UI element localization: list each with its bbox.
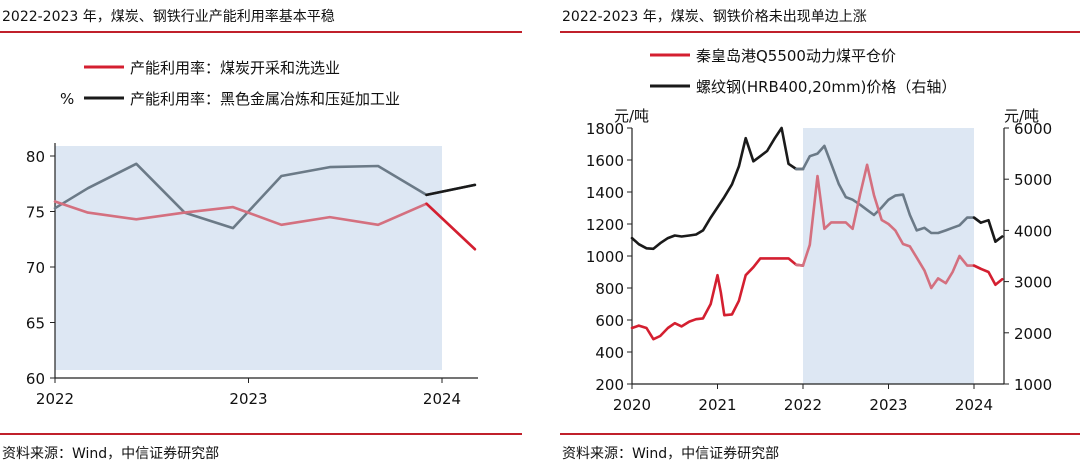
- left-source-rule: [0, 433, 522, 435]
- legend-label-coal-price: 秦皇岛港Q5500动力煤平仓价: [696, 47, 896, 65]
- right-right-y-tick-label: 3000: [1014, 274, 1052, 292]
- left-y-unit: %: [60, 90, 74, 108]
- left-y-tick-label: 65: [26, 315, 45, 333]
- right-left-y-tick-label: 1400: [586, 184, 624, 202]
- right-series-layer: [630, 126, 1004, 341]
- right-left-y-tick-label: 600: [595, 312, 624, 330]
- left-x-tick-label: 2022: [36, 390, 74, 408]
- coal-price-line-segment-0: [630, 257, 805, 341]
- left-title-rule: [0, 31, 522, 33]
- left-y-tick-label: 75: [26, 204, 45, 222]
- right-right-y-tick-label: 4000: [1014, 222, 1052, 240]
- left-legend: 产能利用率：煤炭开采和洗选业 产能利用率：黑色金属冶炼和压延加工业: [84, 59, 400, 108]
- left-chart: 产能利用率：煤炭开采和洗选业 产能利用率：黑色金属冶炼和压延加工业 % 60 65…: [26, 59, 478, 408]
- rebar-price-line-segment-2: [972, 216, 1004, 243]
- right-right-unit: 元/吨: [1004, 107, 1039, 125]
- left-chart-title: 2022-2023 年，煤炭、钢铁行业产能利用率基本平稳: [2, 9, 335, 25]
- right-legend: 秦皇岛港Q5500动力煤平仓价 螺纹钢(HRB400,20mm)价格（右轴）: [650, 47, 956, 96]
- right-right-y-tick-label: 6000: [1014, 120, 1052, 138]
- steel-utilization-line-segment-0: [53, 162, 477, 230]
- right-left-y-tick-label: 1800: [586, 120, 624, 138]
- left-x-tick-label: 2024: [423, 390, 461, 408]
- right-left-y-tick-label: 1000: [586, 248, 624, 266]
- legend-label-rebar-price: 螺纹钢(HRB400,20mm)价格（右轴）: [696, 78, 956, 96]
- right-axes: 200 400 600 800 1000 1200 1400 1600 1800 1000 2000…: [586, 120, 1052, 414]
- right-left-y-tick-label: 400: [595, 344, 624, 362]
- coal-price-line-segment-1: [794, 163, 983, 290]
- right-chart-title: 2022-2023 年，煤炭、钢铁价格未出现单边上涨: [562, 9, 867, 25]
- left-highlight-region: [55, 146, 442, 370]
- left-x-tick-label: 2023: [229, 390, 267, 408]
- right-x-tick-label: 2023: [869, 396, 907, 414]
- coal-utilization-line-segment-0: [53, 200, 477, 251]
- right-left-unit: 元/吨: [614, 107, 649, 125]
- rebar-price-line-segment-1: [794, 144, 983, 235]
- coal-utilization-line-segment-1: [425, 202, 477, 251]
- right-title-rule: [560, 31, 1080, 33]
- left-y-tick-label: 70: [26, 259, 45, 277]
- right-source-rule: [560, 433, 1080, 435]
- left-y-tick-label: 80: [26, 148, 45, 166]
- right-left-y-tick-label: 200: [595, 376, 624, 394]
- legend-label-coal: 产能利用率：煤炭开采和洗选业: [130, 59, 340, 77]
- legend-label-steel: 产能利用率：黑色金属冶炼和压延加工业: [130, 90, 400, 108]
- right-chart: 秦皇岛港Q5500动力煤平仓价 螺纹钢(HRB400,20mm)价格（右轴） 元…: [586, 47, 1052, 414]
- right-x-tick-label: 2022: [784, 396, 822, 414]
- right-left-y-tick-label: 800: [595, 280, 624, 298]
- coal-price-line-segment-2: [972, 264, 1004, 287]
- right-left-y-tick-label: 1200: [586, 216, 624, 234]
- right-right-y-tick-label: 2000: [1014, 325, 1052, 343]
- left-axes: 60 65 70 75 80 2022 2023 2024: [26, 143, 478, 408]
- left-y-tick-label: 60: [26, 370, 45, 388]
- right-x-tick-label: 2021: [698, 396, 736, 414]
- right-right-y-tick-label: 1000: [1014, 376, 1052, 394]
- right-right-y-tick-label: 5000: [1014, 171, 1052, 189]
- right-source-note: 资料来源：Wind，中信证券研究部: [562, 446, 780, 462]
- left-source-note: 资料来源：Wind，中信证券研究部: [2, 446, 220, 462]
- right-x-tick-label: 2024: [955, 396, 993, 414]
- right-x-tick-label: 2020: [613, 396, 651, 414]
- steel-utilization-line-segment-1: [425, 183, 477, 197]
- right-highlight-region: [803, 128, 974, 384]
- right-left-y-tick-label: 1600: [586, 152, 624, 170]
- left-series-layer: [53, 162, 477, 251]
- rebar-price-line-segment-0: [630, 126, 805, 251]
